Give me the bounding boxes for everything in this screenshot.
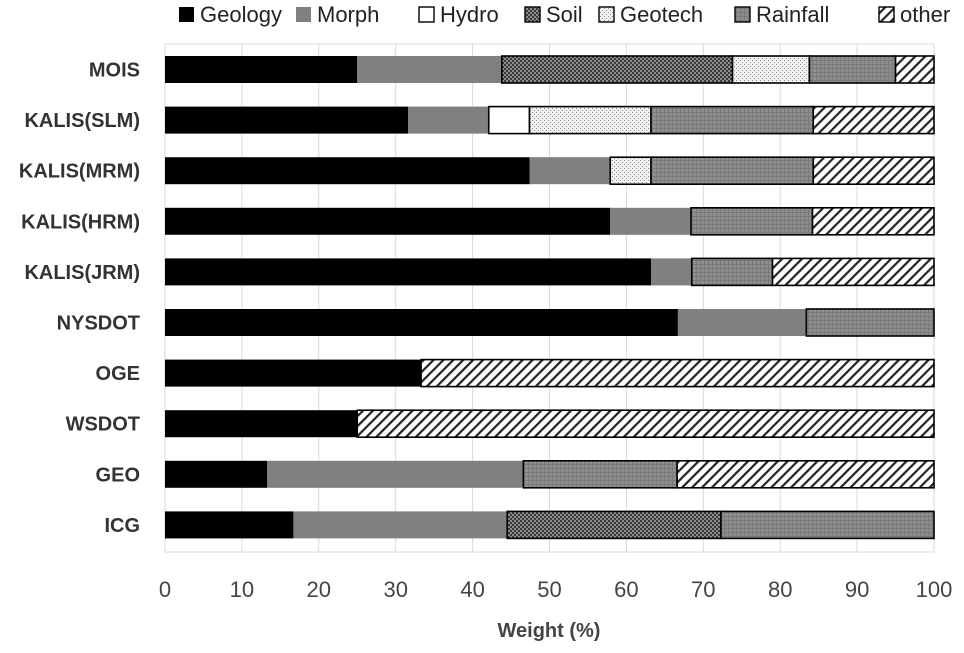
bar-segment-geo-rainfall [522,459,678,489]
category-label-kalis-mrm: KALIS(MRM) [19,161,140,183]
bar-segment-geo-other [676,459,935,489]
category-label-nysdot: NYSDOT [57,313,140,335]
category-labels: MOIS KALIS(SLM) KALIS(MRM) KALIS(HRM) KALIS(… [19,60,140,537]
bar-group-kalis-slm [165,105,935,135]
bar-group-kalis-mrm [165,156,935,185]
x-axis-title: Weight (%) [498,620,601,642]
category-label-wsdot: WSDOT [66,414,140,436]
bar-segment-nysdot-rainfall [805,308,935,337]
category-label-mois: MOIS [89,60,140,82]
x-tick-label-80: 80 [768,577,792,602]
bar-segment-kalis-hrm-geology [165,207,611,235]
bar-segment-kalis-hrm-rainfall [690,207,814,236]
bar-group-kalis-hrm [165,207,935,236]
bar-segment-kalis-jrm-morph [651,258,692,286]
category-label-kalis-jrm: KALIS(JRM) [24,262,140,284]
bar-segment-geo-geology [165,460,268,488]
bar-group-geo [165,459,935,489]
bar-segment-kalis-mrm-geology [165,157,530,185]
legend-swatch-geotech [598,6,615,23]
legend-swatch-soil [524,6,541,23]
x-tick-label-70: 70 [691,577,715,602]
legend-label-other: other [900,2,950,27]
bar-segment-kalis-mrm-other [812,156,935,185]
category-label-kalis-slm: KALIS(SLM) [24,110,140,132]
bar-segment-icg-geology [165,511,294,539]
bar-segment-mois-geology [165,56,358,83]
bar-segment-icg-rainfall [720,510,935,540]
category-label-kalis-hrm: KALIS(HRM) [21,211,140,233]
bar-segment-kalis-jrm-other [771,257,935,287]
plot-border [164,43,935,553]
bar-segment-kalis-slm-hydro [487,105,531,135]
bar-segment-kalis-hrm-other [811,207,935,236]
bar-segment-icg-morph [293,511,508,539]
x-tick-label-100: 100 [916,577,953,602]
bar-segment-oge-other [420,358,935,388]
legend-label-geotech: Geotech [620,2,703,27]
bar-segment-kalis-slm-rainfall [650,105,815,135]
bar-group-wsdot [165,409,935,439]
x-tick-label-30: 30 [383,577,407,602]
bar-segment-kalis-slm-morph [408,106,489,134]
bar-segment-icg-soil [506,510,722,540]
legend-swatch-morph [296,7,311,22]
bar-segment-nysdot-morph [677,309,807,336]
bar-group-oge [165,358,935,388]
category-label-geo: GEO [96,464,140,486]
x-tick-label-50: 50 [537,577,561,602]
bars [165,55,935,540]
legend-label-morph: Morph [317,2,379,27]
bar-segment-wsdot-other [356,409,935,439]
x-tick-label-90: 90 [845,577,869,602]
legend-label-rainfall: Rainfall [756,2,829,27]
category-label-icg: ICG [104,515,140,537]
legend-swatch-hydro [418,6,435,23]
bar-segment-nysdot-geology [165,309,678,336]
bar-segment-mois-rainfall [808,55,897,84]
bar-segment-mois-geotech [731,55,811,84]
x-tick-label-40: 40 [460,577,484,602]
bar-group-kalis-jrm [165,257,935,287]
bar-segment-kalis-hrm-morph [610,207,691,235]
bar-group-mois [165,55,935,84]
bar-group-nysdot [165,308,935,337]
bar-segment-kalis-slm-geotech [528,105,652,135]
x-tick-label-60: 60 [614,577,638,602]
bar-segment-kalis-mrm-geotech [609,156,652,185]
bar-segment-oge-geology [165,359,422,387]
bar-segment-kalis-jrm-rainfall [690,257,774,287]
legend-label-geology: Geology [200,2,282,27]
bar-segment-kalis-slm-geology [165,106,409,134]
bar-segment-kalis-jrm-geology [165,258,652,286]
bar-segment-geo-morph [267,460,524,488]
x-tick-label-20: 20 [307,577,331,602]
legend-swatch-other [878,6,895,23]
bar-segment-mois-other [894,55,935,84]
bar-segment-kalis-mrm-rainfall [650,156,815,185]
bar-segment-mois-morph [357,56,502,83]
bar-segment-kalis-mrm-morph [529,157,611,185]
legend-swatch-rainfall [734,6,751,23]
bar-group-icg [165,510,935,540]
legend-label-hydro: Hydro [440,2,499,27]
legend-label-soil: Soil [546,2,583,27]
bar-segment-kalis-slm-other [812,105,935,135]
axes: 0 10 20 30 40 50 60 70 80 90 100 [159,577,952,602]
bar-segment-wsdot-geology [165,410,358,438]
legend: Geology Morph Hydro Soil Geotech Rainfall othe… [179,2,950,27]
bar-segment-mois-soil [501,55,734,84]
x-tick-label-0: 0 [159,577,171,602]
legend-swatch-geology [179,7,194,22]
x-tick-label-10: 10 [230,577,254,602]
category-label-oge: OGE [96,363,140,385]
